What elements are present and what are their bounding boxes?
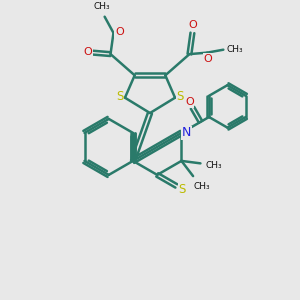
Text: O: O: [115, 27, 124, 37]
Text: CH₃: CH₃: [93, 2, 110, 11]
Text: O: O: [203, 53, 212, 64]
Text: S: S: [116, 90, 123, 103]
Text: S: S: [178, 183, 186, 196]
Text: O: O: [189, 20, 197, 30]
Text: CH₃: CH₃: [227, 45, 243, 54]
Text: CH₃: CH₃: [193, 182, 210, 190]
Text: CH₃: CH₃: [205, 161, 222, 170]
Text: N: N: [182, 126, 191, 140]
Text: O: O: [83, 47, 92, 57]
Text: S: S: [177, 90, 184, 103]
Text: O: O: [185, 97, 194, 107]
